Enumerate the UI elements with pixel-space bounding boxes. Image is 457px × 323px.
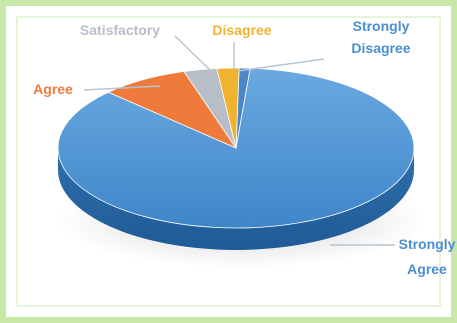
label-strongly-disagree-line2: Disagree — [351, 40, 410, 56]
label-agree: Agree — [33, 81, 73, 97]
pie-depth — [58, 148, 414, 250]
slice-disagree — [216, 67, 240, 149]
label-disagree: Disagree — [212, 22, 271, 38]
label-satisfactory: Satisfactory — [80, 22, 160, 38]
slice-agree — [107, 71, 238, 149]
leader-line-satisfactory — [174, 35, 213, 73]
pie-slices — [57, 67, 415, 229]
label-strongly-agree-line1: Strongly — [399, 236, 456, 252]
label-strongly-agree-line2: Agree — [407, 261, 447, 277]
leader-line-agree — [83, 85, 161, 91]
label-strongly-disagree-line1: Strongly — [353, 18, 410, 34]
leader-line-strongly-disagree — [237, 58, 325, 72]
